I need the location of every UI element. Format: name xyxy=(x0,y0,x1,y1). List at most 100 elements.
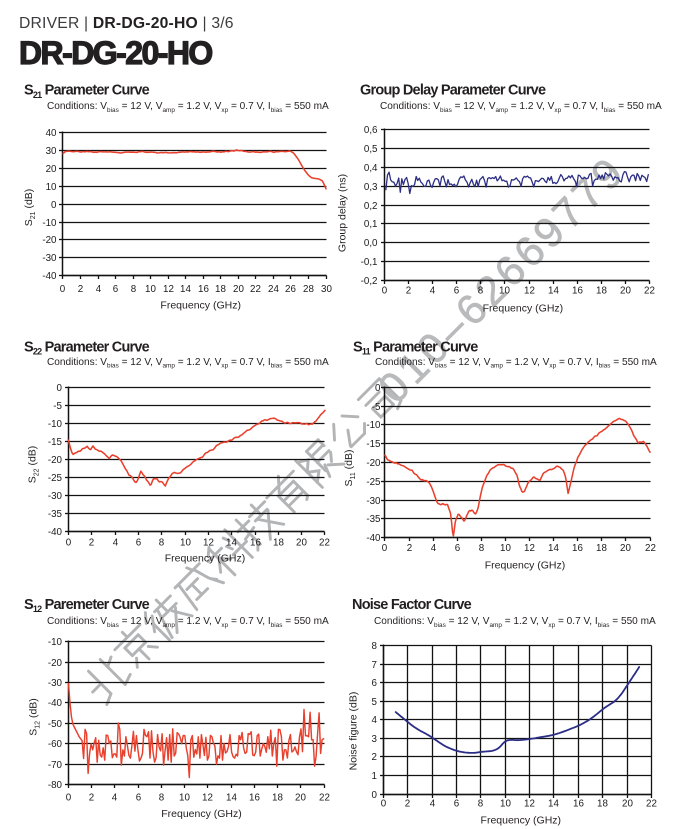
svg-text:0: 0 xyxy=(375,383,381,394)
svg-text:14: 14 xyxy=(226,538,237,549)
svg-text:-35: -35 xyxy=(48,509,63,520)
svg-text:6: 6 xyxy=(136,538,142,549)
svg-text:Frequency (GHz): Frequency (GHz) xyxy=(160,300,241,312)
svg-text:-10: -10 xyxy=(48,637,63,648)
svg-text:Conditions: Vbias = 12 V, Vamp: Conditions: Vbias = 12 V, Vamp = 1.2 V, … xyxy=(47,616,329,629)
svg-text:10: 10 xyxy=(46,182,57,193)
svg-text:40: 40 xyxy=(46,128,57,139)
svg-text:0: 0 xyxy=(66,793,72,804)
svg-text:-80: -80 xyxy=(48,780,63,791)
svg-text:6: 6 xyxy=(454,798,460,809)
svg-text:S22 Parameter Curve: S22 Parameter Curve xyxy=(24,340,150,357)
svg-text:12: 12 xyxy=(524,286,535,297)
svg-text:6: 6 xyxy=(136,793,142,804)
svg-text:0: 0 xyxy=(57,383,63,394)
svg-text:20: 20 xyxy=(620,286,631,297)
svg-text:2: 2 xyxy=(78,284,83,295)
svg-text:Conditions: Vbias = 12 V, Vamp: Conditions: Vbias = 12 V, Vamp = 1.2 V, … xyxy=(47,357,329,370)
svg-text:4: 4 xyxy=(430,798,436,809)
svg-text:16: 16 xyxy=(198,284,209,295)
svg-text:0: 0 xyxy=(51,200,57,211)
svg-text:20: 20 xyxy=(622,798,633,809)
svg-text:S21 Parameter Curve: S21 Parameter Curve xyxy=(24,83,150,100)
svg-text:0,6: 0,6 xyxy=(364,125,378,136)
svg-text:-20: -20 xyxy=(48,455,63,466)
svg-text:22: 22 xyxy=(645,543,656,554)
svg-text:-5: -5 xyxy=(372,402,381,413)
svg-text:16: 16 xyxy=(573,798,584,809)
svg-text:6: 6 xyxy=(454,286,460,297)
svg-text:-30: -30 xyxy=(48,678,63,689)
svg-text:6: 6 xyxy=(455,543,461,554)
svg-text:Noise figure (dB): Noise figure (dB) xyxy=(348,692,360,771)
svg-text:8: 8 xyxy=(372,641,378,652)
svg-text:4: 4 xyxy=(96,284,102,295)
svg-text:16: 16 xyxy=(572,286,583,297)
svg-text:-10: -10 xyxy=(366,420,381,431)
svg-text:4: 4 xyxy=(430,286,436,297)
svg-text:18: 18 xyxy=(215,284,226,295)
svg-text:14: 14 xyxy=(180,284,191,295)
svg-text:20: 20 xyxy=(233,284,244,295)
svg-text:8: 8 xyxy=(478,286,484,297)
svg-text:Frequency (GHz): Frequency (GHz) xyxy=(483,302,564,314)
svg-text:-20: -20 xyxy=(42,235,57,246)
svg-text:Frequency (GHz): Frequency (GHz) xyxy=(165,552,246,564)
svg-text:4: 4 xyxy=(112,793,118,804)
svg-text:4: 4 xyxy=(372,715,378,726)
svg-text:20: 20 xyxy=(46,164,57,175)
svg-text:10: 10 xyxy=(145,284,156,295)
svg-text:12: 12 xyxy=(524,798,535,809)
svg-text:-25: -25 xyxy=(48,473,63,484)
svg-text:-30: -30 xyxy=(42,253,57,264)
svg-text:4: 4 xyxy=(431,543,437,554)
svg-text:26: 26 xyxy=(285,284,296,295)
svg-text:28: 28 xyxy=(303,284,314,295)
svg-text:18: 18 xyxy=(596,286,607,297)
svg-text:18: 18 xyxy=(596,543,607,554)
svg-text:-20: -20 xyxy=(366,458,381,469)
svg-text:-10: -10 xyxy=(42,218,57,229)
svg-text:10: 10 xyxy=(180,538,191,549)
svg-text:16: 16 xyxy=(572,543,583,554)
svg-text:30: 30 xyxy=(321,284,332,295)
svg-text:8: 8 xyxy=(159,793,165,804)
svg-text:Conditions: Vbias = 12 V, Vamp: Conditions: Vbias = 12 V, Vamp = 1.2 V, … xyxy=(380,101,662,114)
svg-text:2: 2 xyxy=(89,538,94,549)
svg-text:Conditions: Vbias = 12 V, Vamp: Conditions: Vbias = 12 V, Vamp = 1.2 V, … xyxy=(375,357,657,370)
svg-text:6: 6 xyxy=(372,678,378,689)
svg-text:3: 3 xyxy=(372,734,378,745)
svg-text:-30: -30 xyxy=(366,496,381,507)
svg-text:-40: -40 xyxy=(48,698,63,709)
svg-text:0,1: 0,1 xyxy=(364,219,378,230)
svg-text:Frequency (GHz): Frequency (GHz) xyxy=(481,815,562,827)
svg-text:S12 (dB): S12 (dB) xyxy=(28,698,42,736)
svg-text:8: 8 xyxy=(159,538,165,549)
svg-text:Conditions: Vbias = 12 V, Vamp: Conditions: Vbias = 12 V, Vamp = 1.2 V, … xyxy=(374,616,656,629)
svg-text:Frequency (GHz): Frequency (GHz) xyxy=(161,808,242,820)
svg-text:18: 18 xyxy=(597,798,608,809)
svg-text:S21 (dB): S21 (dB) xyxy=(23,189,37,227)
svg-text:8: 8 xyxy=(479,543,485,554)
svg-text:14: 14 xyxy=(548,798,559,809)
svg-text:-15: -15 xyxy=(366,439,381,450)
svg-text:-0,1: -0,1 xyxy=(361,257,378,268)
svg-text:16: 16 xyxy=(249,793,260,804)
svg-text:-40: -40 xyxy=(366,533,381,544)
svg-text:S22 (dB): S22 (dB) xyxy=(27,446,41,484)
svg-text:10: 10 xyxy=(179,793,190,804)
svg-text:22: 22 xyxy=(644,286,655,297)
svg-text:0,2: 0,2 xyxy=(364,201,378,212)
svg-text:20: 20 xyxy=(620,543,631,554)
svg-text:20: 20 xyxy=(296,538,307,549)
svg-text:6: 6 xyxy=(113,284,119,295)
svg-text:-20: -20 xyxy=(48,658,63,669)
svg-text:22: 22 xyxy=(646,798,657,809)
svg-text:8: 8 xyxy=(478,798,484,809)
svg-text:20: 20 xyxy=(295,793,306,804)
svg-text:Noise Factor Curve: Noise Factor Curve xyxy=(352,597,472,613)
svg-text:12: 12 xyxy=(203,538,214,549)
svg-text:-25: -25 xyxy=(366,477,381,488)
svg-text:-60: -60 xyxy=(48,739,63,750)
svg-text:1: 1 xyxy=(372,771,377,782)
